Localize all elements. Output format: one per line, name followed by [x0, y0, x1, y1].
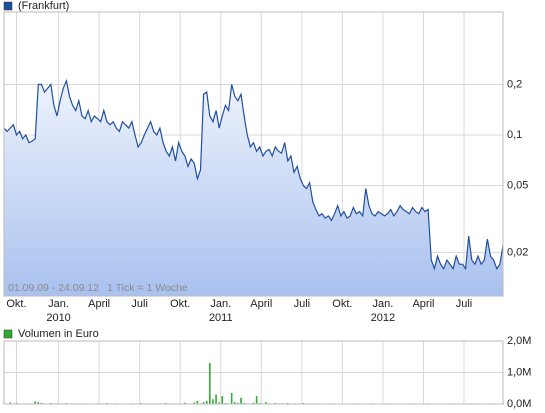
x-tick-label: April — [250, 298, 272, 310]
y-tick-label: 1,0M — [507, 366, 531, 378]
y-tick-label: 0,1 — [507, 129, 522, 141]
x-tick-label: Juli — [294, 298, 311, 310]
x-tick-label: April — [88, 298, 110, 310]
volume-bar — [202, 402, 205, 404]
legend-label: Volumen in Euro — [18, 328, 99, 340]
y-tick-label: 0,05 — [507, 179, 528, 191]
volume-bar — [37, 402, 40, 404]
volume-bar — [9, 402, 12, 404]
y-tick-label: 0,0M — [507, 398, 531, 410]
x-tick-label: Jan. — [210, 298, 231, 310]
x-year-label: 2010 — [46, 312, 70, 324]
legend-label: (Frankfurt) — [18, 0, 69, 12]
volume-bar — [34, 401, 36, 404]
legend-swatch — [3, 1, 13, 11]
volume-bar — [212, 399, 214, 404]
x-year-label: 2011 — [209, 312, 233, 324]
x-tick-label: Okt. — [332, 298, 352, 310]
volume-bar — [215, 394, 217, 404]
volume-bar — [265, 402, 267, 404]
volume-bar — [252, 402, 255, 404]
date-range: 01.09.09 - 24.09.12 — [8, 282, 99, 294]
y-tick-label: 0,2 — [507, 78, 522, 90]
volume-bar — [255, 396, 258, 404]
volume-bar — [209, 363, 211, 404]
x-tick-label: Juli — [456, 298, 473, 310]
volume-bar — [40, 402, 43, 404]
volume-bar — [193, 402, 196, 404]
volume-bar — [237, 402, 239, 404]
volume-bar — [196, 400, 199, 404]
legend-swatch — [3, 329, 13, 339]
x-tick-label: Okt. — [6, 298, 26, 310]
volume-bar — [233, 402, 236, 404]
volume-bar — [230, 392, 233, 404]
price-line — [3, 78, 504, 271]
chart-note: 01.09.09 - 24.09.12 1 Tick = 1 Woche — [8, 282, 188, 294]
volume-bar — [218, 402, 220, 404]
x-year-label: 2012 — [371, 312, 395, 324]
volume-bar — [184, 402, 186, 404]
x-tick-label: Okt. — [170, 298, 190, 310]
y-tick-label: 2,0M — [507, 335, 531, 347]
volume-bar — [205, 400, 208, 404]
plot-frame — [3, 11, 504, 297]
x-tick-label: April — [412, 298, 434, 310]
price-area — [4, 80, 503, 297]
tick-note: 1 Tick = 1 Woche — [107, 282, 188, 294]
x-tick-label: Juli — [131, 298, 148, 310]
volume-bar — [240, 397, 242, 404]
x-tick-label: Jan. — [48, 298, 69, 310]
plot-frame — [3, 340, 504, 405]
volume-bar — [221, 396, 224, 404]
x-tick-label: Jan. — [373, 298, 394, 310]
y-tick-label: 0,02 — [507, 246, 528, 258]
